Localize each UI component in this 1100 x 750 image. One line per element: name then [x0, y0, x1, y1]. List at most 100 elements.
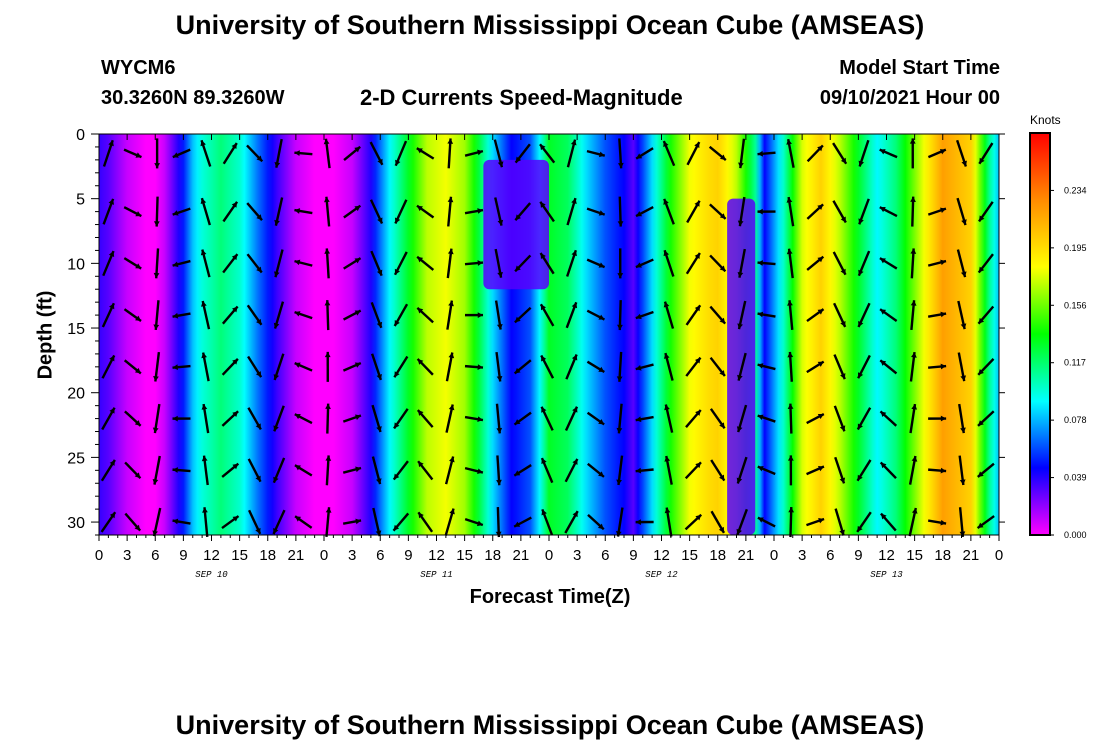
current-arrowhead — [787, 300, 793, 306]
current-arrowhead — [354, 310, 361, 316]
current-arrowhead — [376, 321, 383, 328]
colorbar-tick-label: 0.234 — [1064, 185, 1087, 195]
current-arrowhead — [960, 427, 966, 434]
current-arrowhead — [294, 414, 301, 420]
current-arrowhead — [324, 248, 331, 254]
current-arrowhead — [817, 465, 824, 472]
current-arrowhead — [598, 314, 605, 320]
current-arrowhead — [719, 213, 726, 219]
current-arrowhead — [375, 478, 382, 485]
current-arrowhead — [857, 525, 863, 532]
current-arrowhead — [355, 414, 361, 420]
current-arrowhead — [172, 415, 178, 422]
current-arrowhead — [598, 151, 605, 158]
current-arrowhead — [786, 248, 793, 255]
current-arrowhead — [256, 266, 262, 273]
x-tick-label: 18 — [934, 547, 951, 564]
current-arrowhead — [857, 474, 863, 481]
current-arrowhead — [354, 146, 361, 153]
current-arrowhead — [940, 415, 947, 422]
current-arrowhead — [960, 271, 967, 278]
colorbar-tick-label: 0.039 — [1064, 473, 1087, 483]
x-tick-label: 3 — [123, 547, 131, 564]
current-arrowhead — [737, 271, 744, 278]
current-arrowhead — [817, 204, 824, 211]
current-arrowhead — [109, 303, 115, 310]
x-tick-label: 3 — [798, 547, 806, 564]
current-arrowhead — [324, 351, 331, 358]
current-arrowhead — [477, 149, 483, 156]
current-arrowhead — [108, 251, 115, 257]
x-tick-label: 12 — [878, 547, 895, 564]
current-arrowhead — [911, 404, 918, 410]
current-arrowhead — [476, 520, 483, 527]
x-tick-label: 6 — [376, 547, 384, 564]
current-arrowhead — [273, 476, 279, 483]
x-tick-label: 0 — [770, 547, 778, 564]
y-axis-title: Depth (ft) — [34, 290, 57, 380]
current-arrowhead — [664, 404, 670, 411]
current-arrowhead — [394, 217, 401, 224]
current-arrowhead — [663, 141, 669, 148]
current-arrowhead — [109, 459, 115, 466]
current-arrowhead — [232, 306, 238, 313]
current-vectors — [100, 138, 995, 538]
current-arrowhead — [231, 143, 237, 150]
current-arrowhead — [718, 526, 724, 533]
current-arrowhead — [911, 507, 918, 514]
current-arrowhead — [839, 529, 845, 536]
x-tick-label: 9 — [629, 547, 637, 564]
current-arrowhead — [497, 271, 503, 278]
chart-subtitle: 2-D Currents Speed-Magnitude — [360, 85, 683, 110]
current-arrowhead — [418, 461, 424, 468]
current-arrowhead — [616, 376, 623, 382]
current-arrowhead — [788, 507, 795, 513]
current-arrowhead — [787, 403, 794, 409]
current-arrowhead — [571, 302, 578, 309]
colorbar-tick-label: 0.078 — [1064, 415, 1087, 425]
current-arrowhead — [940, 467, 947, 474]
current-arrowhead — [540, 201, 546, 208]
current-arrowhead — [541, 355, 547, 362]
current-arrowhead — [598, 366, 605, 373]
current-arrowhead — [817, 256, 824, 263]
current-arrowhead — [109, 512, 116, 519]
current-arrowhead — [757, 208, 763, 215]
current-arrowhead — [858, 269, 864, 276]
current-arrowhead — [635, 262, 642, 268]
current-arrowhead — [572, 458, 578, 465]
current-arrowhead — [940, 259, 947, 266]
current-arrowhead — [694, 305, 701, 312]
current-arrowhead — [719, 265, 726, 272]
current-arrowhead — [153, 221, 160, 227]
current-arrowhead — [134, 524, 141, 531]
current-arrowhead — [961, 219, 967, 226]
current-arrowhead — [232, 516, 239, 522]
current-arrowhead — [273, 322, 280, 329]
current-arrowhead — [636, 153, 643, 159]
current-arrowhead — [294, 465, 301, 471]
x-tick-label: 6 — [601, 547, 609, 564]
current-arrowhead — [719, 422, 725, 429]
current-arrowhead — [255, 527, 261, 534]
current-arrowhead — [496, 323, 503, 330]
current-arrowhead — [979, 157, 985, 164]
current-arrowhead — [695, 409, 701, 416]
current-arrowhead — [496, 427, 503, 434]
colorbar-unit: Knots — [1030, 113, 1061, 127]
x-tick-label: 15 — [231, 547, 248, 564]
current-arrowhead — [598, 471, 604, 477]
current-arrowhead — [571, 354, 578, 361]
current-arrowhead — [541, 406, 547, 413]
current-arrowhead — [664, 507, 671, 514]
current-arrowhead — [497, 161, 504, 168]
current-arrowhead — [694, 253, 700, 259]
y-tick-label: 20 — [67, 386, 85, 403]
current-arrowhead — [355, 518, 362, 525]
current-arrowhead — [977, 522, 984, 529]
current-arrowhead — [911, 455, 918, 462]
current-arrowhead — [448, 352, 455, 359]
current-arrowhead — [354, 258, 361, 264]
current-arrowhead — [880, 462, 887, 469]
current-arrowhead — [325, 403, 331, 409]
